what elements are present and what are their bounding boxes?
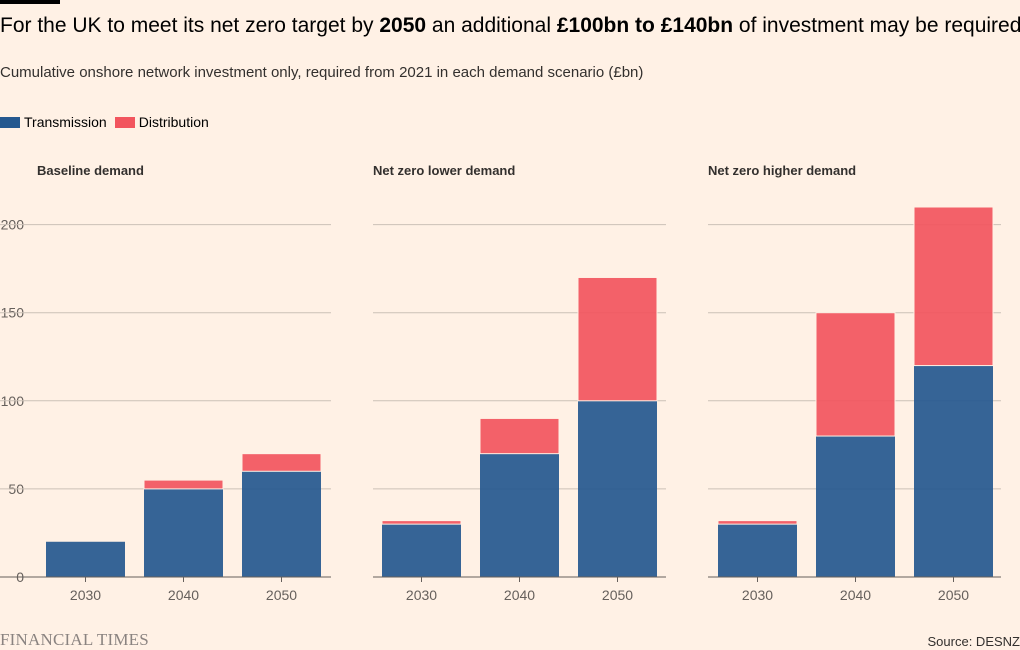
legend-item-distribution: Distribution <box>114 114 209 130</box>
title-part-0: For the UK to meet its net zero target b… <box>0 14 380 37</box>
bar-0-2050-transmission <box>242 471 321 577</box>
x-tick-label-2-2050: 2050 <box>938 587 969 603</box>
bar-0-2050-distribution <box>241 453 322 472</box>
bar-0-2030-transmission <box>46 541 125 577</box>
bar-1-2050-transmission <box>578 400 657 577</box>
x-tick-label-1-2050: 2050 <box>602 587 633 603</box>
x-tick-label-0-2040: 2040 <box>168 587 199 603</box>
bar-0-2040-distribution <box>143 479 224 490</box>
bar-2-2040-distribution <box>815 312 896 437</box>
chart-subtitle: Cumulative onshore network investment on… <box>0 64 644 81</box>
ft-logo: FINANCIAL TIMES <box>0 630 149 649</box>
chart-title: For the UK to meet its net zero target b… <box>0 14 1020 38</box>
title-part-4: of investment may be required <box>733 14 1020 37</box>
x-tick-label-1-2030: 2030 <box>406 587 437 603</box>
x-tick-label-0-2030: 2030 <box>70 587 101 603</box>
source-note: Source: DESNZ <box>927 634 1020 649</box>
bar-0-2040-transmission <box>144 488 223 577</box>
bar-1-2030-transmission <box>382 524 461 577</box>
bar-1-2030-distribution <box>381 520 462 525</box>
bar-1-2050-distribution <box>577 276 658 402</box>
bar-2-2050-distribution <box>913 206 994 367</box>
bar-1-2040-transmission <box>480 453 559 577</box>
bar-1-2040-distribution <box>479 417 560 455</box>
brand-top-bar <box>0 0 60 4</box>
title-part-3: £100bn to £140bn <box>556 14 734 37</box>
legend-label-distribution: Distribution <box>138 114 209 130</box>
title-part-1: 2050 <box>379 14 427 37</box>
x-tick-label-1-2040: 2040 <box>504 587 535 603</box>
bar-2-2040-transmission <box>816 436 895 577</box>
panel-title-2: Net zero higher demand <box>708 163 856 178</box>
legend-item-transmission: Transmission <box>0 114 107 130</box>
legend-swatch-transmission <box>0 116 20 128</box>
legend-swatch-distribution <box>114 116 135 128</box>
bar-2-2030-transmission <box>718 524 797 577</box>
x-tick-label-0-2050: 2050 <box>266 587 297 603</box>
panel-title-1: Net zero lower demand <box>373 163 515 178</box>
legend-label-transmission: Transmission <box>24 114 107 130</box>
bar-2-2050-transmission <box>914 365 993 577</box>
title-part-2: an additional <box>426 14 557 37</box>
chart-legend: Transmission Distribution <box>0 114 217 130</box>
x-tick-label-2-2040: 2040 <box>840 587 871 603</box>
x-tick-label-2-2030: 2030 <box>742 587 773 603</box>
bar-2-2030-distribution <box>717 520 798 525</box>
panel-title-0: Baseline demand <box>37 163 144 178</box>
